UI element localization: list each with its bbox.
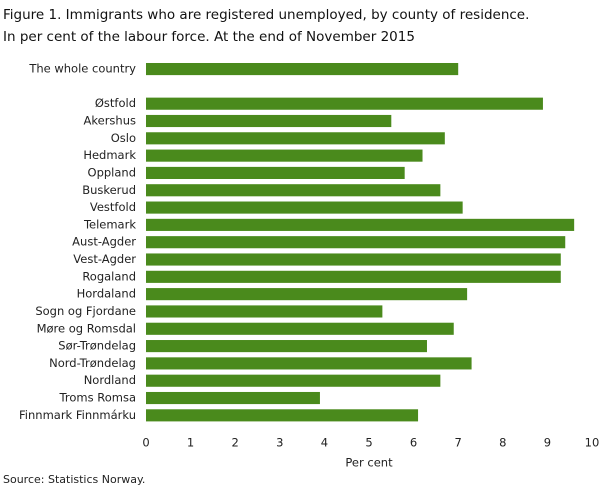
x-tick-label: 7 [455,436,462,450]
x-tick-label: 5 [365,436,372,450]
bar [146,409,419,422]
x-tick-label: 6 [410,436,417,450]
bar [146,201,463,214]
y-tick-label: Østfold [95,96,136,110]
y-tick-label: Oslo [111,131,136,145]
y-tick-label: Sør-Trøndelag [58,339,136,353]
bar [146,62,459,76]
bar [146,340,427,353]
x-tick-label: 9 [544,436,551,450]
y-tick-label: Hedmark [83,148,136,162]
bar [146,270,561,283]
x-tick-label: 4 [321,436,328,450]
bar [146,322,454,335]
y-tick-label: Vest-Agder [73,252,136,266]
y-tick-label: Nord-Trøndelag [49,356,136,370]
x-tick-label: 8 [499,436,506,450]
x-tick-label: 1 [187,436,194,450]
source-note: Source: Statistics Norway. [3,473,145,486]
bar [146,305,383,318]
bar [146,184,441,197]
y-tick-label: The whole country [28,62,136,76]
bar [146,357,472,370]
y-tick-label: Vestfold [90,200,136,214]
chart-title: Figure 1. Immigrants who are registered … [3,7,529,23]
bar [146,149,423,162]
y-tick-label: Buskerud [82,183,136,197]
bar [146,97,543,110]
y-tick-label: Akershus [84,114,136,128]
bar [146,391,320,405]
x-tick-label: 3 [276,436,283,450]
y-tick-label: Rogaland [82,269,136,283]
x-tick-label: 2 [232,436,239,450]
y-tick-label: Telemark [83,217,136,231]
y-tick-label: Aust-Agder [72,235,136,249]
y-tick-label: Nordland [84,373,136,387]
bar [146,288,468,301]
bar [146,132,445,145]
bar [146,236,566,249]
x-tick-label: 10 [585,436,600,450]
y-tick-label: Møre og Romsdal [37,321,136,335]
x-tick-label: 0 [142,436,149,450]
bar [146,374,441,387]
bar [146,218,575,231]
y-tick-label: Sogn og Fjordane [35,304,136,318]
chart-subtitle: In per cent of the labour force. At the … [3,29,415,45]
y-tick-label: Oppland [88,165,136,179]
x-axis-label: Per cent [345,456,393,470]
bar [146,253,561,266]
bar [146,166,405,180]
y-tick-label: Finnmark Finnmárku [19,408,136,422]
y-tick-label: Troms Romsa [59,391,136,405]
bar [146,114,392,128]
y-tick-label: Hordaland [77,287,136,301]
